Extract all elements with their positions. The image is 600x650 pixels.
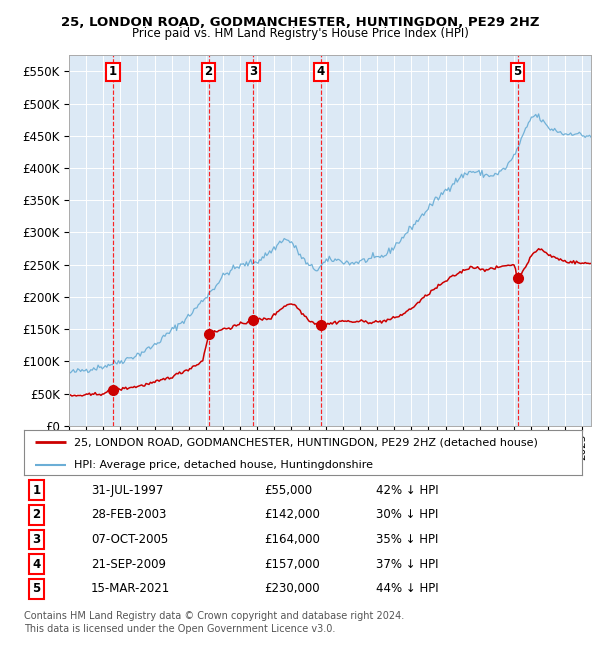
Text: 25, LONDON ROAD, GODMANCHESTER, HUNTINGDON, PE29 2HZ: 25, LONDON ROAD, GODMANCHESTER, HUNTINGD…	[61, 16, 539, 29]
Text: Contains HM Land Registry data © Crown copyright and database right 2024.: Contains HM Land Registry data © Crown c…	[24, 611, 404, 621]
Text: 5: 5	[32, 582, 40, 595]
Text: 07-OCT-2005: 07-OCT-2005	[91, 533, 168, 546]
Text: 1: 1	[109, 66, 117, 79]
Text: 21-SEP-2009: 21-SEP-2009	[91, 558, 166, 571]
Text: 15-MAR-2021: 15-MAR-2021	[91, 582, 170, 595]
Text: £230,000: £230,000	[264, 582, 320, 595]
Text: 44% ↓ HPI: 44% ↓ HPI	[376, 582, 438, 595]
Text: 42% ↓ HPI: 42% ↓ HPI	[376, 484, 438, 497]
Text: 35% ↓ HPI: 35% ↓ HPI	[376, 533, 438, 546]
Text: 31-JUL-1997: 31-JUL-1997	[91, 484, 163, 497]
Text: 4: 4	[317, 66, 325, 79]
Text: 25, LONDON ROAD, GODMANCHESTER, HUNTINGDON, PE29 2HZ (detached house): 25, LONDON ROAD, GODMANCHESTER, HUNTINGD…	[74, 437, 538, 447]
Text: 3: 3	[249, 66, 257, 79]
Text: 4: 4	[32, 558, 40, 571]
Text: 30% ↓ HPI: 30% ↓ HPI	[376, 508, 438, 521]
Text: HPI: Average price, detached house, Huntingdonshire: HPI: Average price, detached house, Hunt…	[74, 460, 373, 470]
Text: 2: 2	[32, 508, 40, 521]
Text: 1: 1	[32, 484, 40, 497]
Text: 37% ↓ HPI: 37% ↓ HPI	[376, 558, 438, 571]
Text: 5: 5	[514, 66, 522, 79]
Text: Price paid vs. HM Land Registry's House Price Index (HPI): Price paid vs. HM Land Registry's House …	[131, 27, 469, 40]
Text: £142,000: £142,000	[264, 508, 320, 521]
Text: 2: 2	[205, 66, 213, 79]
Text: £55,000: £55,000	[264, 484, 312, 497]
Text: 3: 3	[32, 533, 40, 546]
Text: This data is licensed under the Open Government Licence v3.0.: This data is licensed under the Open Gov…	[24, 623, 335, 634]
Text: £164,000: £164,000	[264, 533, 320, 546]
Text: 28-FEB-2003: 28-FEB-2003	[91, 508, 166, 521]
Text: £157,000: £157,000	[264, 558, 320, 571]
